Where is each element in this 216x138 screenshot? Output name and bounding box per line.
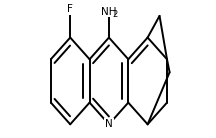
Text: 2: 2 xyxy=(112,10,117,19)
Text: N: N xyxy=(105,119,113,129)
Text: F: F xyxy=(67,4,73,14)
Text: NH: NH xyxy=(101,6,117,17)
